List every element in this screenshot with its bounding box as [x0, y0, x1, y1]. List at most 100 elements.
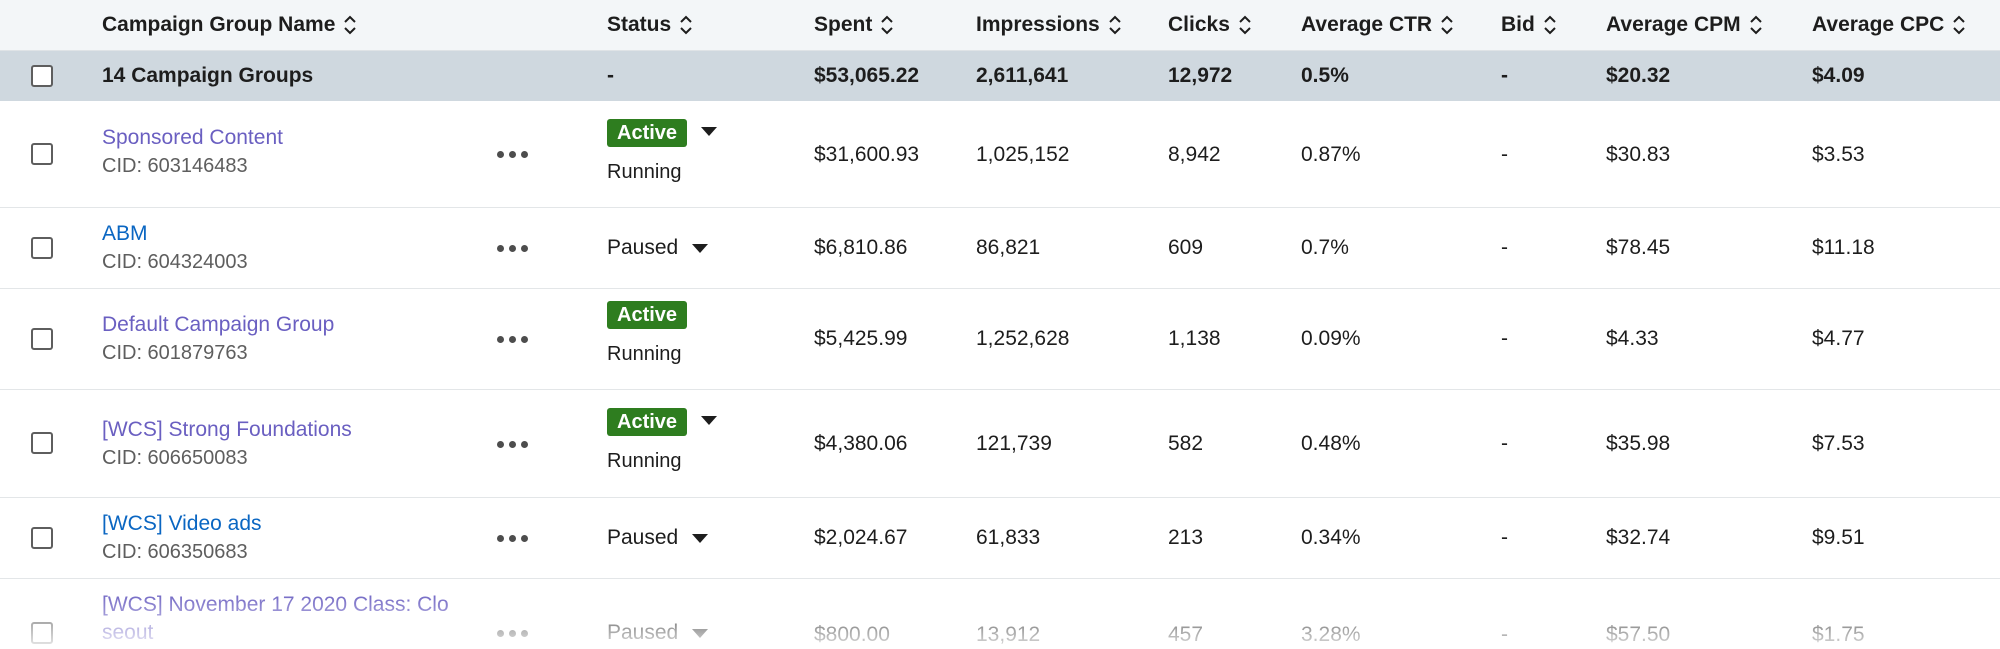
summary-ctr: 0.5%: [1301, 64, 1349, 87]
sort-icon[interactable]: [679, 14, 693, 36]
row-checkbox[interactable]: [31, 527, 53, 549]
row-checkbox[interactable]: [31, 143, 53, 165]
more-horizontal-icon[interactable]: [497, 150, 531, 158]
status-badge: Active: [607, 408, 688, 436]
clicks-value: 457: [1168, 623, 1204, 646]
status-label: Paused: [607, 526, 679, 549]
table-header: Campaign Group Name Status Spent Impress…: [0, 0, 2000, 51]
column-header-label: Average CTR: [1301, 13, 1433, 36]
column-header-spent[interactable]: Spent: [814, 0, 894, 50]
caret-down-icon[interactable]: [701, 413, 718, 431]
clicks-value: 213: [1168, 526, 1204, 549]
ctr-value: 0.48%: [1301, 431, 1361, 455]
sort-icon[interactable]: [880, 14, 894, 36]
cpc-value: $7.53: [1812, 431, 1865, 455]
impressions-value: 13,912: [976, 623, 1041, 646]
campaign-id: CID: 604324003: [102, 251, 248, 273]
column-header-label: Average CPM: [1606, 13, 1741, 36]
cpm-value: $78.45: [1606, 236, 1671, 259]
column-header-name[interactable]: Campaign Group Name: [102, 0, 357, 50]
spent-value: $6,810.86: [814, 236, 908, 259]
column-header-cpm[interactable]: Average CPM: [1606, 0, 1763, 50]
cpc-value: $1.75: [1812, 623, 1865, 646]
campaign-name-cell: [WCS] Video ads CID: 606350683: [102, 510, 502, 566]
table-row: Sponsored Content CID: 603146483 Active …: [0, 102, 2000, 208]
select-all-checkbox[interactable]: [31, 65, 53, 87]
sort-icon[interactable]: [1749, 14, 1763, 36]
status-label: Paused: [607, 236, 679, 259]
column-header-label: Campaign Group Name: [102, 13, 336, 36]
clicks-value: 1,138: [1168, 327, 1221, 350]
caret-down-icon[interactable]: [692, 621, 709, 645]
impressions-value: 121,739: [976, 431, 1052, 455]
summary-impressions: 2,611,641: [976, 64, 1069, 87]
status-cell: Paused: [607, 621, 709, 645]
cpc-value: $9.51: [1812, 526, 1865, 549]
column-header-cpc[interactable]: Average CPC: [1812, 0, 1966, 50]
delivery-status: Running: [607, 161, 682, 183]
column-header-impressions[interactable]: Impressions: [976, 0, 1122, 50]
table-row: [WCS] Video ads CID: 606350683 Paused $2…: [0, 498, 2000, 579]
campaign-name-line: [WCS] November 17 2020 Class: Clo: [102, 593, 449, 616]
status-dropdown[interactable]: Paused: [607, 526, 709, 550]
bid-value: -: [1501, 327, 1508, 350]
more-horizontal-icon[interactable]: [497, 534, 531, 542]
table-row: ABM CID: 604324003 Paused $6,810.86 86,8…: [0, 208, 2000, 289]
summary-row: 14 Campaign Groups - $53,065.22 2,611,64…: [0, 51, 2000, 101]
more-horizontal-icon[interactable]: [497, 335, 531, 343]
impressions-value: 61,833: [976, 526, 1041, 549]
more-horizontal-icon[interactable]: [497, 440, 531, 448]
column-header-bid[interactable]: Bid: [1501, 0, 1557, 50]
row-checkbox[interactable]: [31, 432, 53, 454]
status-cell: Paused: [607, 498, 709, 578]
campaign-name-link[interactable]: Default Campaign Group: [102, 313, 335, 336]
column-header-label: Impressions: [976, 13, 1100, 36]
status-label: Paused: [607, 621, 679, 644]
caret-down-icon[interactable]: [701, 124, 718, 142]
campaign-name-link[interactable]: [WCS] November 17 2020 Class: Clo seout: [102, 591, 502, 647]
summary-clicks: 12,972: [1168, 64, 1233, 87]
summary-name: 14 Campaign Groups: [102, 64, 314, 87]
cpm-value: $4.33: [1606, 327, 1659, 350]
campaign-name-cell: Sponsored Content CID: 603146483: [102, 124, 502, 180]
campaign-name-link[interactable]: [WCS] Strong Foundations: [102, 418, 352, 441]
column-header-clicks[interactable]: Clicks: [1168, 0, 1252, 50]
column-header-ctr[interactable]: Average CTR: [1301, 0, 1454, 50]
sort-icon[interactable]: [1952, 14, 1966, 36]
status-cell: Active Running: [607, 119, 718, 184]
caret-down-icon[interactable]: [692, 236, 709, 260]
caret-down-icon[interactable]: [692, 526, 709, 550]
sort-icon[interactable]: [343, 14, 357, 36]
row-checkbox[interactable]: [31, 237, 53, 259]
campaign-name-link[interactable]: Sponsored Content: [102, 126, 283, 149]
sort-icon[interactable]: [1440, 14, 1454, 36]
impressions-value: 86,821: [976, 236, 1041, 259]
delivery-status: Running: [607, 343, 682, 365]
impressions-value: 1,252,628: [976, 327, 1070, 350]
more-horizontal-icon[interactable]: [497, 244, 531, 252]
row-checkbox[interactable]: [31, 328, 53, 350]
spent-value: $2,024.67: [814, 526, 908, 549]
campaign-name-link[interactable]: ABM: [102, 222, 148, 245]
summary-bid: -: [1501, 64, 1508, 87]
status-dropdown[interactable]: Paused: [607, 236, 709, 260]
cpc-value: $11.18: [1812, 236, 1875, 259]
row-checkbox[interactable]: [31, 622, 53, 644]
cpm-value: $57.50: [1606, 623, 1671, 646]
bid-value: -: [1501, 142, 1508, 166]
ctr-value: 0.87%: [1301, 142, 1361, 166]
sort-icon[interactable]: [1108, 14, 1122, 36]
status-dropdown[interactable]: Paused: [607, 621, 709, 645]
sort-icon[interactable]: [1238, 14, 1252, 36]
campaign-name-link[interactable]: [WCS] Video ads: [102, 512, 262, 535]
status-cell: Active Running: [607, 408, 718, 473]
ctr-value: 0.09%: [1301, 327, 1361, 350]
sort-icon[interactable]: [1543, 14, 1557, 36]
status-cell: Active Running: [607, 301, 688, 366]
column-header-status[interactable]: Status: [607, 0, 693, 50]
column-header-label: Bid: [1501, 13, 1535, 36]
campaign-name-cell: [WCS] Strong Foundations CID: 606650083: [102, 416, 502, 472]
more-horizontal-icon[interactable]: [497, 629, 531, 637]
column-header-label: Average CPC: [1812, 13, 1945, 36]
table-row: [WCS] Strong Foundations CID: 606650083 …: [0, 390, 2000, 498]
